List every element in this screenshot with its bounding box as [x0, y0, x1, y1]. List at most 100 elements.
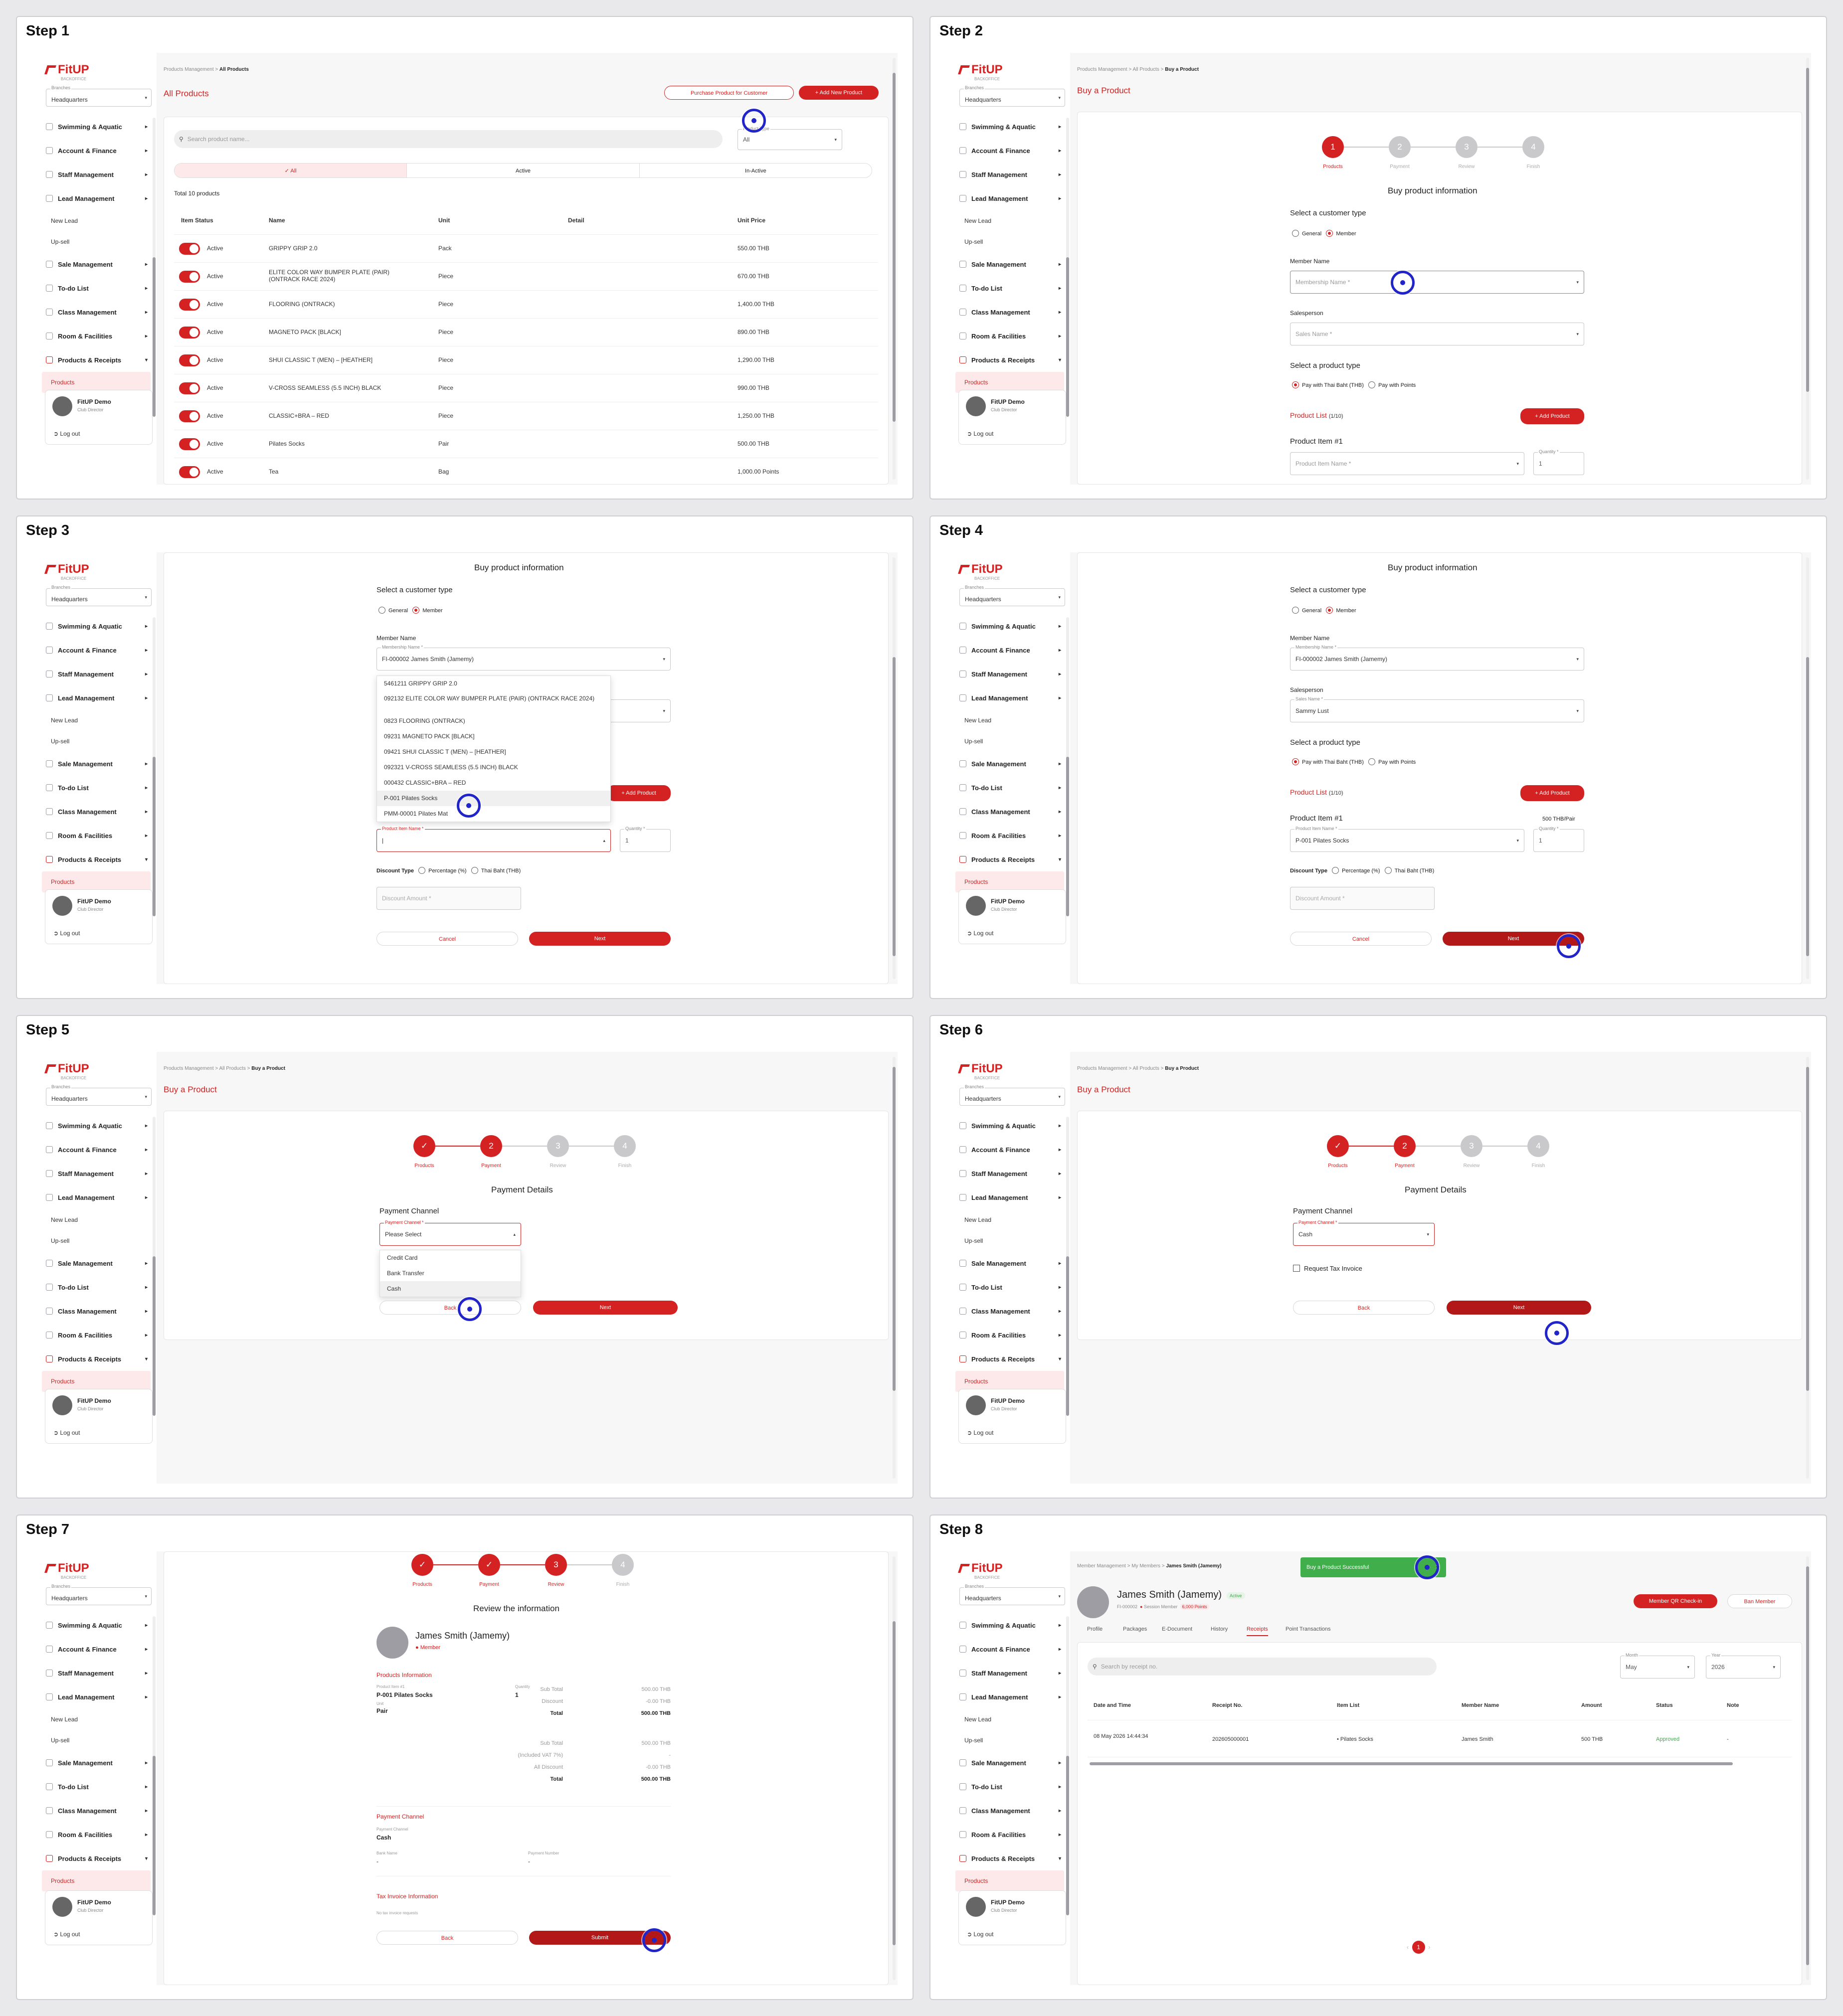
sidebar-item-account-finance[interactable]: Account & Finance ▸	[42, 638, 151, 662]
sidebar-item-room-facilities[interactable]: Room & Facilities ▸	[42, 1323, 151, 1347]
seg-active[interactable]: Active	[406, 164, 639, 177]
radio-points[interactable]	[1368, 381, 1376, 388]
sidebar-item-sale-management[interactable]: Sale Management ▸	[42, 1251, 151, 1275]
sidebar-item-up-sell[interactable]: Up-sell	[51, 738, 70, 745]
sidebar-scrollbar[interactable]	[1066, 1616, 1069, 1915]
sidebar-item-class-management[interactable]: Class Management ▸	[955, 800, 1064, 824]
radio-member[interactable]	[1326, 607, 1333, 614]
cancel-button[interactable]: Cancel	[1290, 932, 1432, 946]
sidebar-item-new-lead[interactable]: New Lead	[51, 217, 78, 224]
sidebar-item-room-facilities[interactable]: Room & Facilities ▸	[955, 824, 1064, 847]
scrollbar[interactable]	[1806, 557, 1809, 979]
quantity-input[interactable]: Quantity * 1	[1533, 826, 1584, 852]
sidebar-item-new-lead[interactable]: New Lead	[51, 1716, 78, 1723]
sidebar-item-swimming-aquatic[interactable]: Swimming & Aquatic ▸	[955, 1114, 1064, 1138]
sidebar-item-to-do-list[interactable]: To-do List ▸	[42, 1775, 151, 1799]
logout-button[interactable]: ➲ Log out	[53, 1429, 80, 1436]
sidebar-scrollbar[interactable]	[153, 1616, 156, 1915]
radio-points[interactable]	[1368, 758, 1376, 765]
branch-select[interactable]: Branches Headquarters ▾	[959, 585, 1065, 606]
sidebar-item-class-management[interactable]: Class Management ▸	[955, 1799, 1064, 1823]
sidebar-item-account-finance[interactable]: Account & Finance ▸	[42, 1138, 151, 1162]
product-item-select[interactable]: Product Item Name * ▾	[1290, 452, 1524, 475]
sidebar-item-sale-management[interactable]: Sale Management ▸	[42, 252, 151, 276]
branch-select[interactable]: Branches Headquarters ▾	[46, 85, 152, 107]
table-row[interactable]: Active MAGNETO PACK [BLACK] Piece 890.00…	[174, 319, 878, 346]
sidebar-item-class-management[interactable]: Class Management ▸	[42, 1299, 151, 1323]
sidebar-item-up-sell[interactable]: Up-sell	[51, 1237, 70, 1244]
sidebar-item-account-finance[interactable]: Account & Finance ▸	[955, 638, 1064, 662]
product-option[interactable]: PMM-00001 Pilates Mat	[384, 810, 448, 817]
sidebar-item-class-management[interactable]: Class Management ▸	[42, 800, 151, 824]
sidebar-item-products-receipts[interactable]: Products & Receipts ▾	[955, 348, 1064, 372]
sidebar-item-products-receipts[interactable]: Products & Receipts ▾	[955, 1847, 1064, 1870]
sidebar-item-room-facilities[interactable]: Room & Facilities ▸	[42, 1823, 151, 1847]
product-option[interactable]: P-001 Pilates Socks	[377, 791, 610, 806]
customer-type-radios[interactable]: General Member	[1292, 607, 1356, 614]
status-toggle[interactable]	[179, 299, 200, 311]
year-select[interactable]: Year 2026 ▾	[1706, 1653, 1781, 1679]
sidebar-item-products[interactable]: Products	[955, 372, 1064, 393]
logout-button[interactable]: ➲ Log out	[53, 930, 80, 937]
sidebar-scrollbar[interactable]	[1066, 1117, 1069, 1416]
customer-type-radios[interactable]: General Member	[378, 607, 443, 614]
ban-member-button[interactable]: Ban Member	[1727, 1594, 1792, 1608]
product-item-select[interactable]: Product Item Name * P-001 Pilates Socks ▾	[1290, 826, 1524, 852]
product-option[interactable]: 092321 V-CROSS SEAMLESS (5.5 INCH) BLACK	[384, 764, 518, 771]
payment-channel-dropdown[interactable]: Credit Card Bank Transfer Cash	[379, 1250, 521, 1297]
sidebar-item-up-sell[interactable]: Up-sell	[964, 1237, 983, 1244]
sales-name-select[interactable]: Sales Name * Sammy Lust ▾	[1290, 696, 1584, 722]
logout-button[interactable]: ➲ Log out	[967, 1429, 994, 1436]
status-toggle[interactable]	[179, 327, 200, 338]
status-toggle[interactable]	[179, 466, 200, 478]
sidebar-item-sale-management[interactable]: Sale Management ▸	[955, 1751, 1064, 1775]
tab-receipts[interactable]: Receipts	[1247, 1626, 1268, 1636]
tab-packages[interactable]: Packages	[1123, 1626, 1147, 1632]
next-button[interactable]: Next	[529, 932, 671, 946]
radio-member[interactable]	[412, 607, 420, 614]
sidebar-item-up-sell[interactable]: Up-sell	[964, 238, 983, 245]
status-toggle[interactable]	[179, 243, 200, 255]
status-toggle[interactable]	[179, 271, 200, 283]
option-credit-card[interactable]: Credit Card	[387, 1254, 418, 1261]
logout-button[interactable]: ➲ Log out	[53, 1931, 80, 1938]
radio-thb-discount[interactable]	[1384, 867, 1392, 874]
sidebar-item-sale-management[interactable]: Sale Management ▸	[955, 252, 1064, 276]
sidebar-item-staff-management[interactable]: Staff Management ▸	[42, 163, 151, 186]
sidebar-item-products[interactable]: Products	[42, 372, 151, 393]
sidebar-item-to-do-list[interactable]: To-do List ▸	[955, 276, 1064, 300]
sidebar-item-new-lead[interactable]: New Lead	[964, 1216, 992, 1223]
sidebar-item-account-finance[interactable]: Account & Finance ▸	[42, 1637, 151, 1661]
sidebar-item-products[interactable]: Products	[42, 871, 151, 892]
radio-general[interactable]	[1292, 230, 1299, 237]
status-toggle[interactable]	[179, 354, 200, 366]
radio-percentage[interactable]	[418, 867, 426, 874]
sidebar-item-lead-management[interactable]: Lead Management ▸	[955, 686, 1064, 710]
quantity-input[interactable]: Quantity * 1	[1533, 449, 1584, 475]
sidebar-item-staff-management[interactable]: Staff Management ▸	[42, 1661, 151, 1685]
cancel-button[interactable]: Cancel	[376, 932, 518, 946]
tab-point-transactions[interactable]: Point Transactions	[1286, 1626, 1331, 1632]
next-button[interactable]: Next	[533, 1301, 678, 1315]
scrollbar[interactable]	[893, 58, 896, 480]
sidebar-item-new-lead[interactable]: New Lead	[964, 217, 992, 224]
sidebar-item-products-receipts[interactable]: Products & Receipts ▾	[955, 847, 1064, 871]
sidebar-item-lead-management[interactable]: Lead Management ▸	[42, 186, 151, 210]
branch-select[interactable]: Branches Headquarters ▾	[959, 1084, 1065, 1106]
sidebar-item-staff-management[interactable]: Staff Management ▸	[42, 662, 151, 686]
customer-type-radios[interactable]: General Member	[1292, 230, 1356, 237]
product-option[interactable]: 0823 FLOORING (ONTRACK)	[384, 717, 465, 724]
sidebar-item-room-facilities[interactable]: Room & Facilities ▸	[42, 324, 151, 348]
logout-button[interactable]: ➲ Log out	[967, 430, 994, 437]
radio-general[interactable]	[1292, 607, 1299, 614]
sidebar-item-account-finance[interactable]: Account & Finance ▸	[955, 1637, 1064, 1661]
product-option[interactable]: 092132 ELITE COLOR WAY BUMPER PLATE (PAI…	[384, 695, 595, 702]
status-toggle[interactable]	[179, 410, 200, 422]
sidebar-item-lead-management[interactable]: Lead Management ▸	[955, 186, 1064, 210]
sidebar-item-lead-management[interactable]: Lead Management ▸	[42, 686, 151, 710]
next-button[interactable]: Next	[1447, 1301, 1591, 1315]
sidebar-item-to-do-list[interactable]: To-do List ▸	[42, 276, 151, 300]
branch-select[interactable]: Branches Headquarters ▾	[46, 585, 152, 606]
sidebar-item-staff-management[interactable]: Staff Management ▸	[955, 1661, 1064, 1685]
table-row[interactable]: Active ELITE COLOR WAY BUMPER PLATE (PAI…	[174, 263, 878, 291]
